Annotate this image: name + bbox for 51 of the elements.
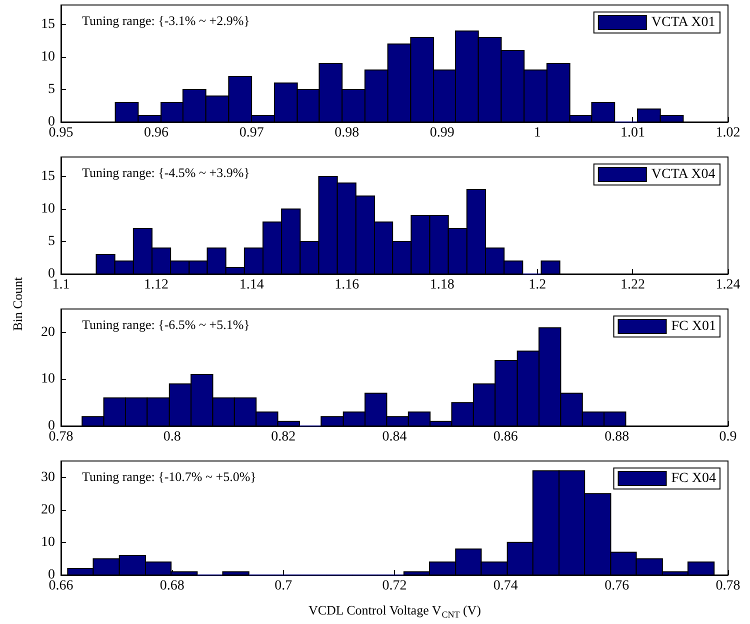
x-tick-label: 0.96 [144, 126, 169, 140]
y-tick-label: 5 [48, 82, 55, 97]
x-tick-label: 0.76 [604, 578, 630, 594]
y-tick-label: 15 [41, 169, 55, 184]
x-tick-label: 0.95 [48, 126, 74, 140]
x-tick-label: 0.66 [48, 578, 74, 594]
x-tick-label: 0.7 [274, 578, 292, 594]
x-tick-label: 0.82 [271, 430, 296, 444]
x-tick-label: 0.86 [493, 430, 518, 444]
legend-label: FC X01 [671, 319, 716, 334]
x-tick-label: 1.1 [52, 278, 70, 292]
y-tick-label: 10 [41, 372, 55, 387]
y-tick-label: 0 [48, 266, 55, 282]
x-tick-label: 0.8 [163, 430, 181, 444]
x-tick-label: 1.16 [334, 278, 360, 292]
x-tick-label: 0.78 [716, 578, 740, 594]
x-tick-label: 1.24 [716, 278, 740, 292]
y-tick-label: 10 [41, 534, 55, 550]
y-tick-label: 20 [41, 324, 55, 340]
y-tick-label: 5 [48, 234, 55, 249]
x-tick-label: 1.14 [239, 278, 264, 292]
x-tick-label: 0.9 [719, 430, 737, 444]
legend-label: VCTA X04 [651, 167, 716, 182]
y-tick-label: 20 [41, 502, 55, 518]
x-tick-label: 0.72 [382, 578, 407, 594]
annotation: Tuning range: {-4.5% ~ +3.9%} [82, 165, 250, 180]
x-tick-label: 0.88 [604, 430, 630, 444]
y-tick-label: 15 [41, 17, 55, 32]
x-tick-label: 1.18 [430, 278, 454, 292]
legend-label: FC X04 [671, 471, 716, 486]
y-axis-title: Bin Count [10, 277, 26, 331]
x-tick-label: 1.2 [528, 278, 546, 292]
x-tick-label: 1 [534, 126, 541, 140]
x-tick-label: 1.12 [144, 278, 169, 292]
x-tick-label: 0.84 [382, 430, 407, 444]
y-tick-label: 10 [41, 50, 55, 64]
x-tick-label: 0.74 [493, 578, 518, 594]
annotation: Tuning range: {-3.1% ~ +2.9%} [82, 13, 250, 28]
x-tick-label: 1.22 [620, 278, 645, 292]
x-tick-label: 0.99 [430, 126, 454, 140]
legend-label: VCTA X01 [651, 15, 716, 30]
y-tick-label: 10 [41, 202, 55, 216]
y-tick-label: 30 [41, 470, 55, 485]
annotation: Tuning range: {-6.5% ~ +5.1%} [82, 317, 250, 332]
x-tick-label: 0.68 [160, 578, 184, 594]
x-tick-label: 0.78 [48, 430, 74, 444]
annotation: Tuning range: {-10.7% ~ +5.0%} [82, 469, 256, 484]
x-tick-label: 1.01 [620, 126, 645, 140]
x-tick-label: 0.97 [239, 126, 264, 140]
x-tick-label: 1.02 [716, 126, 740, 140]
x-tick-label: 0.98 [334, 126, 360, 140]
